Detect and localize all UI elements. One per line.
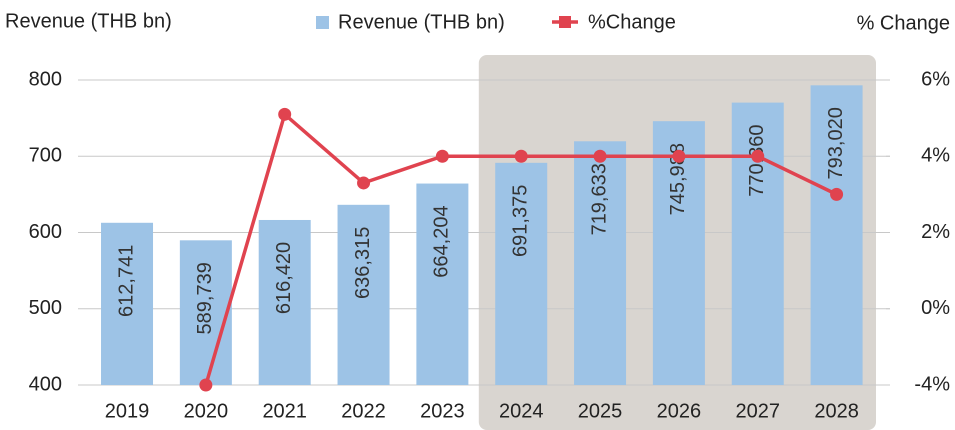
- bar-value-label: 664,204: [431, 205, 453, 277]
- bar-value-label: 589,739: [194, 262, 216, 334]
- y2-tick-label: 0%: [921, 297, 950, 319]
- x-tick-label: 2019: [105, 400, 150, 422]
- change-point: [593, 149, 607, 163]
- y2-tick-label: 4%: [921, 145, 950, 167]
- change-point: [751, 149, 765, 163]
- legend-label: %Change: [588, 11, 676, 33]
- change-point: [357, 176, 371, 190]
- bar: [101, 222, 154, 385]
- change-point: [672, 149, 686, 163]
- y2-tick-label: 2%: [921, 221, 950, 243]
- change-point: [199, 378, 213, 392]
- legend-label: Revenue (THB bn): [338, 11, 505, 33]
- bar: [495, 162, 548, 385]
- change-point: [278, 107, 292, 121]
- bar: [810, 85, 863, 385]
- x-tick-label: 2028: [814, 400, 859, 422]
- x-tick-label: 2022: [341, 400, 386, 422]
- y-tick-label: 700: [29, 145, 62, 167]
- legend-swatch: [316, 16, 329, 29]
- x-tick-label: 2023: [420, 400, 465, 422]
- y2-tick-label: -4%: [914, 373, 950, 395]
- y-tick-label: 500: [29, 297, 62, 319]
- bar: [731, 102, 784, 386]
- bar-value-label: 691,375: [510, 185, 532, 257]
- change-point: [435, 149, 449, 163]
- legend-swatch: [559, 16, 571, 28]
- bar-value-label: 616,420: [273, 242, 295, 314]
- bar-value-label: 745,988: [667, 143, 689, 215]
- x-tick-label: 2025: [578, 400, 623, 422]
- bar: [574, 141, 627, 385]
- bar-value-label: 612,741: [115, 245, 137, 317]
- x-tick-label: 2020: [184, 400, 229, 422]
- x-tick-label: 2021: [262, 400, 307, 422]
- x-tick-label: 2026: [657, 400, 702, 422]
- bar: [258, 219, 311, 385]
- bar: [179, 240, 232, 385]
- x-tick-label: 2024: [499, 400, 544, 422]
- y-tick-label: 800: [29, 68, 62, 90]
- y2-tick-label: 6%: [921, 68, 950, 90]
- change-point: [830, 187, 844, 201]
- y-tick-label: 400: [29, 373, 62, 395]
- bar-value-label: 719,633: [588, 163, 610, 235]
- x-tick-label: 2027: [735, 400, 780, 422]
- bar: [416, 183, 469, 385]
- y2-axis-title: % Change: [857, 12, 950, 34]
- change-point: [514, 149, 528, 163]
- y-tick-label: 600: [29, 221, 62, 243]
- bar-value-label: 636,315: [352, 227, 374, 299]
- bar-value-label: 793,020: [825, 107, 847, 179]
- y-axis-title: Revenue (THB bn): [5, 10, 172, 32]
- bar: [652, 121, 705, 386]
- bar: [337, 204, 390, 385]
